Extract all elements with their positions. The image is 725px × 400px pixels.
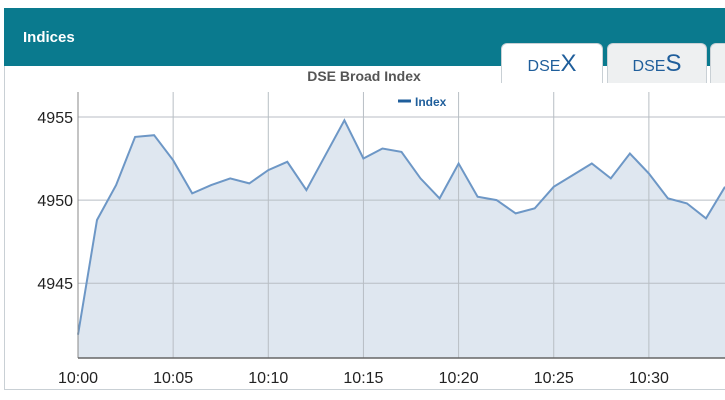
tab-dsex[interactable]: DSEX	[501, 43, 603, 83]
x-tick-label: 10:30	[629, 370, 669, 387]
x-tick-label: 10:00	[58, 370, 98, 387]
tab-more[interactable]	[710, 43, 725, 83]
x-tick-label: 10:20	[439, 370, 479, 387]
x-tick-label: 10:25	[534, 370, 574, 387]
x-tick-label: 10:10	[248, 370, 288, 387]
x-tick-label: 10:15	[343, 370, 383, 387]
tab-dsex-suffix: X	[560, 50, 577, 77]
y-tick-label: 4955	[37, 110, 73, 127]
chart-title: DSE Broad Index	[307, 68, 421, 84]
x-tick-label: 10:05	[153, 370, 193, 387]
index-series-line	[77, 118, 725, 335]
legend-label: Index	[415, 95, 447, 109]
index-area	[78, 120, 725, 358]
tab-dses-suffix: S	[665, 50, 682, 77]
header-title: Indices	[23, 29, 75, 46]
tab-dsex-prefix: DSE	[527, 58, 561, 75]
chart-body: 4945 4950 4955 10:00 10:05 10:10 10:15 10:20 10:…	[37, 92, 725, 387]
tab-dses-prefix: DSE	[632, 58, 666, 75]
tab-dses[interactable]: DSES	[607, 43, 707, 83]
y-tick-label: 4950	[37, 193, 73, 210]
indices-header: Indices	[4, 8, 725, 66]
y-tick-label: 4945	[37, 276, 73, 293]
chart-panel	[4, 66, 725, 390]
